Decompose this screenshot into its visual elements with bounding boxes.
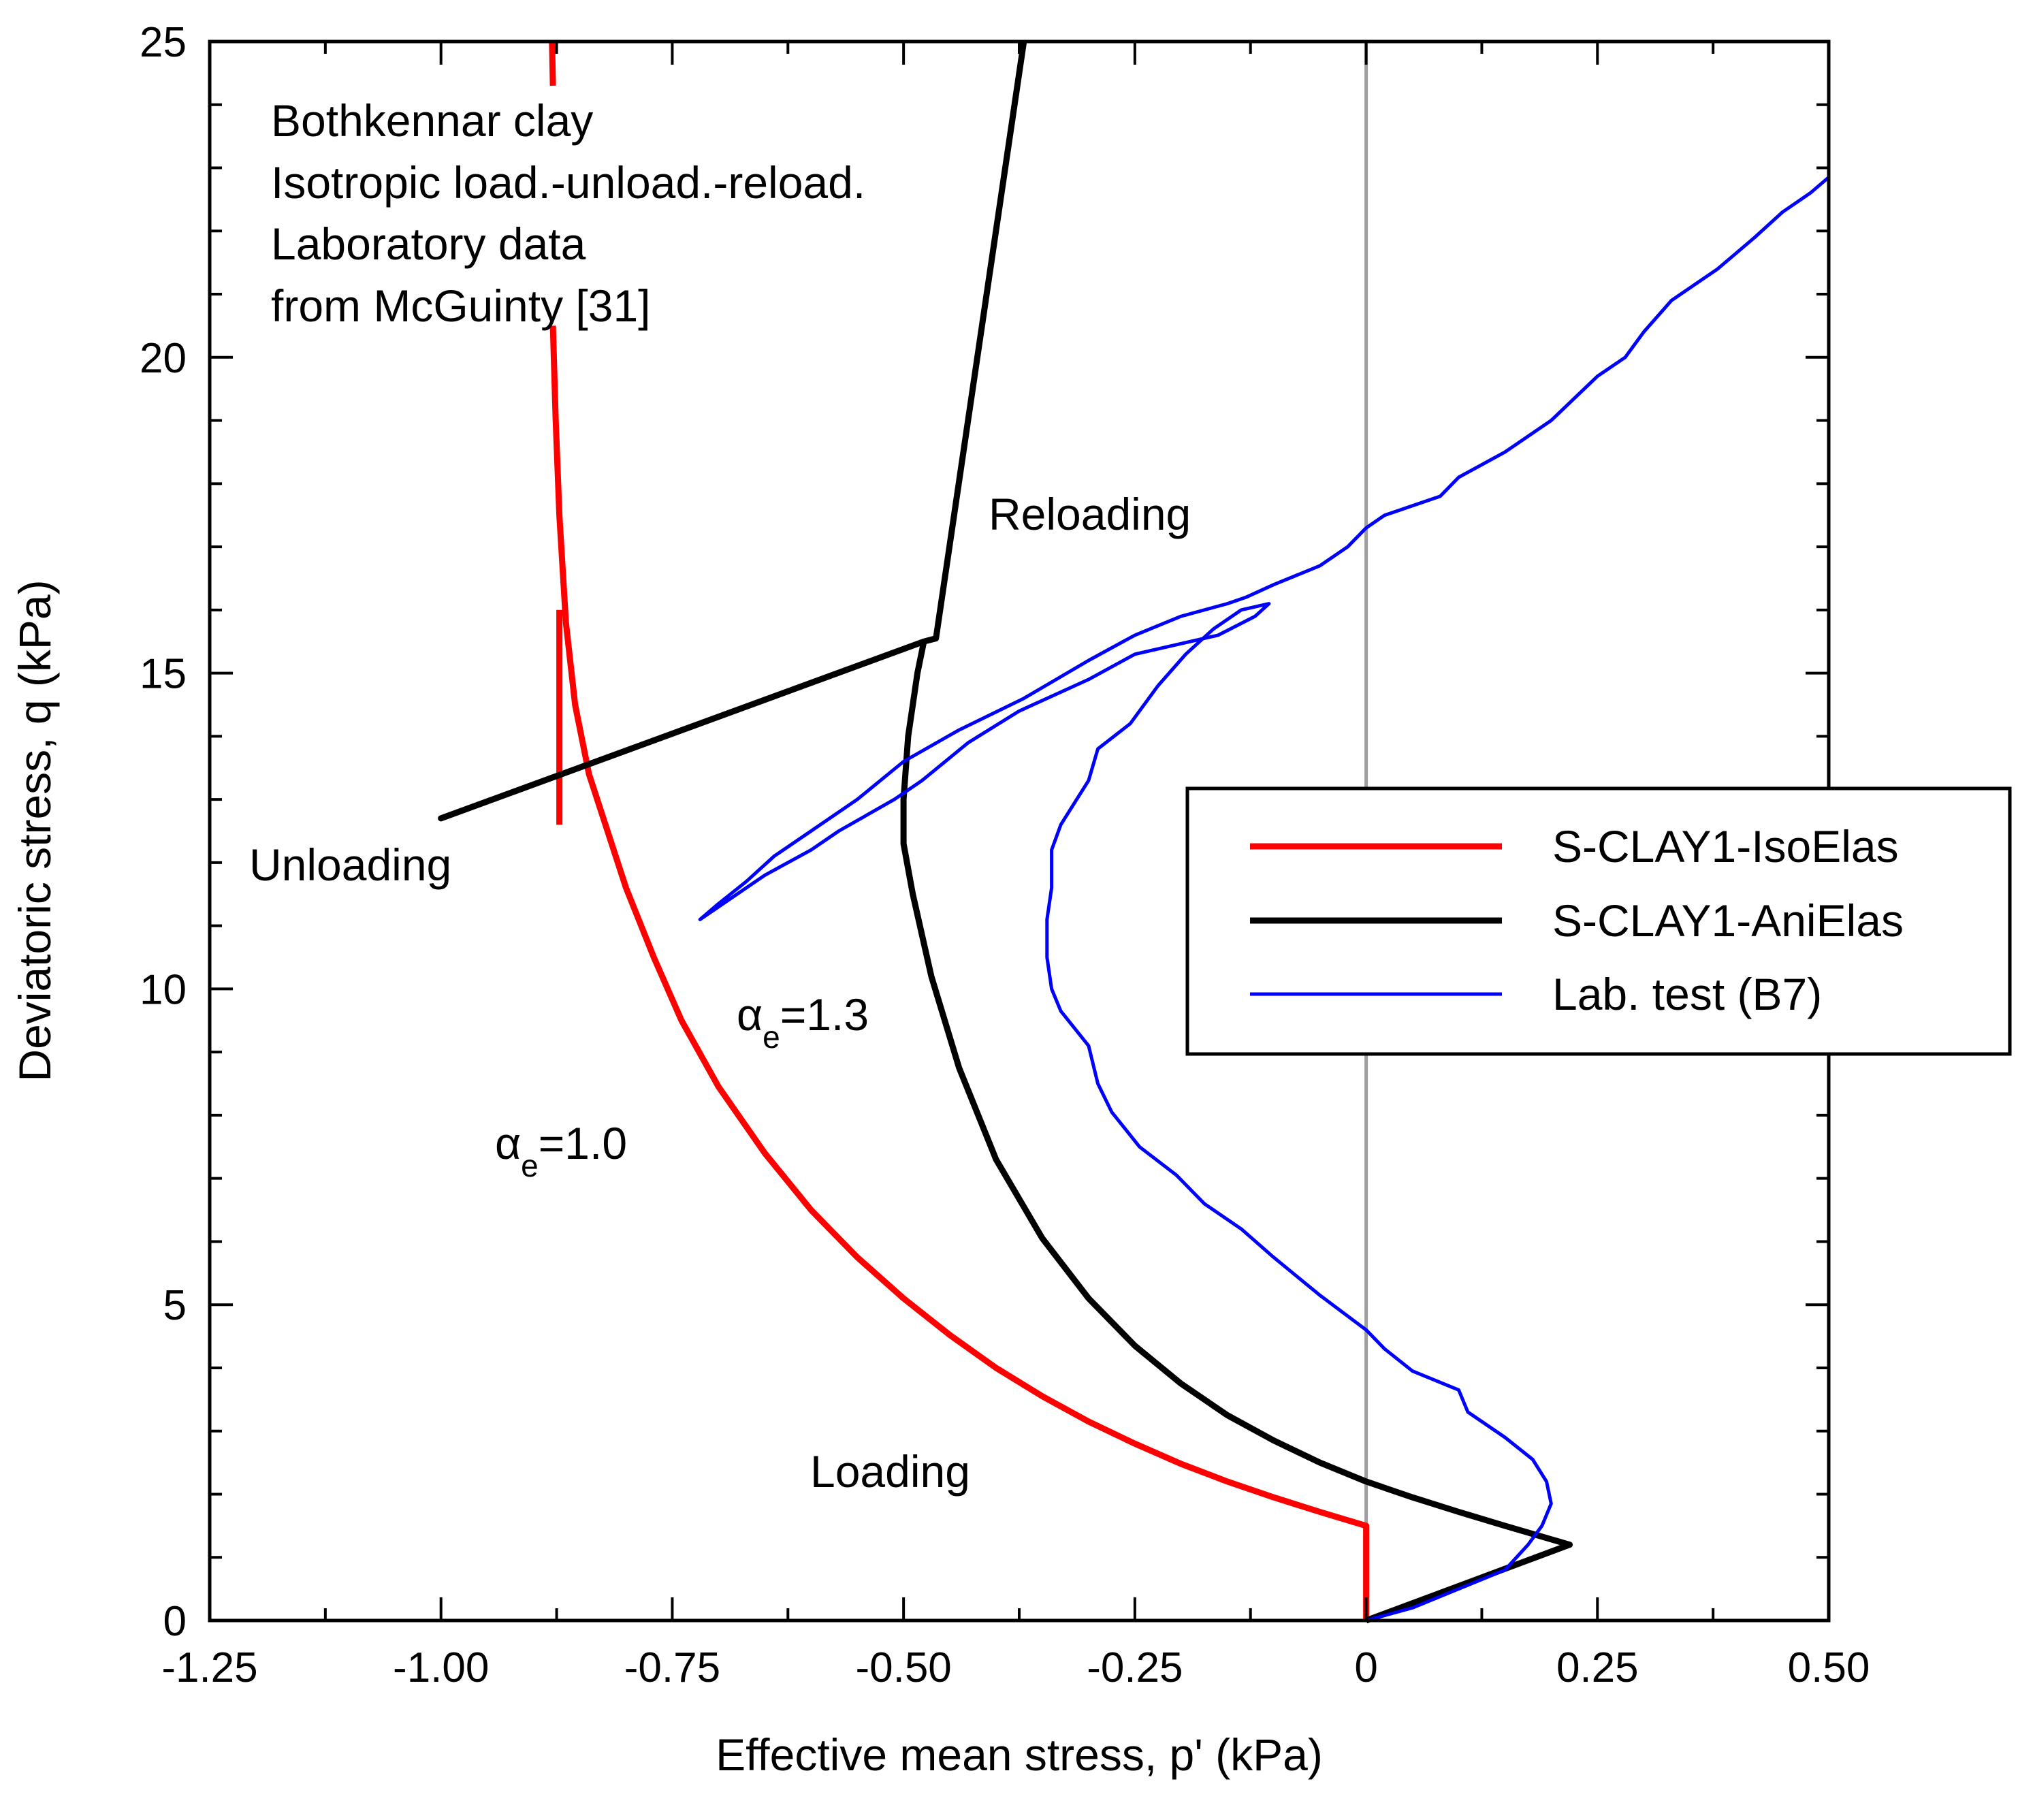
info-line: Bothkennar clay (271, 95, 593, 146)
x-tick-label: 0 (1354, 1644, 1377, 1691)
x-tick-label: -1.00 (393, 1644, 489, 1691)
info-text: Bothkennar clay Isotropic load.-unload.-… (271, 95, 865, 331)
x-tick-label: -0.75 (624, 1644, 720, 1691)
legend-label-isoelas: S-CLAY1-IsoElas (1552, 821, 1899, 872)
x-tick-label: -0.50 (855, 1644, 951, 1691)
y-tick-label: 25 (140, 19, 187, 66)
tick-labels: -1.25 -1.00 -0.75 -0.50 -0.25 0 0.25 0.50 0 5 10 15… (140, 19, 1870, 1691)
series-line-red (549, 325, 1370, 1621)
x-tick-label: 0.25 (1556, 1644, 1639, 1691)
y-tick-label: 10 (140, 966, 187, 1013)
annotation-alpha-black: αe=1.3 (737, 989, 869, 1055)
alpha-symbol: α (495, 1118, 521, 1168)
y-tick-label: 15 (140, 651, 187, 698)
series-line-black (438, 41, 1573, 1624)
annotation-loading: Loading (810, 1446, 970, 1497)
y-axis-title: Deviatoric stress, q (kPa) (10, 579, 60, 1081)
x-tick-label: -1.25 (161, 1644, 257, 1691)
series-line-blue (698, 176, 1830, 1623)
info-line: Isotropic load.-unload.-reload. (271, 157, 865, 208)
y-tick-label: 5 (163, 1282, 187, 1329)
alpha-value: =1.3 (780, 989, 869, 1040)
x-tick-label: -0.25 (1087, 1644, 1183, 1691)
plot-lines (438, 41, 1830, 1624)
x-axis-title: Effective mean stress, p' (kPa) (716, 1729, 1323, 1780)
annotation-unloading: Unloading (249, 840, 451, 890)
alpha-subscript: e (521, 1148, 539, 1183)
y-tick-label: 20 (140, 335, 187, 382)
series-segment-red (549, 41, 556, 86)
info-line: Laboratory data (271, 219, 586, 269)
y-tick-label: 0 (163, 1598, 187, 1645)
x-tick-label: 0.50 (1788, 1644, 1870, 1691)
alpha-symbol: α (737, 989, 763, 1040)
annotation-reloading: Reloading (989, 489, 1191, 539)
legend-label-labtest: Lab. test (B7) (1552, 969, 1822, 1019)
info-line: from McGuinty [31] (271, 281, 651, 331)
alpha-subscript: e (763, 1019, 780, 1055)
annotation-alpha-red: αe=1.0 (495, 1118, 627, 1183)
alpha-value: =1.0 (539, 1118, 627, 1168)
legend: S-CLAY1-IsoElas S-CLAY1-AniElas Lab. tes… (1185, 786, 2012, 1056)
legend-label-anielas: S-CLAY1-AniElas (1552, 895, 1904, 946)
